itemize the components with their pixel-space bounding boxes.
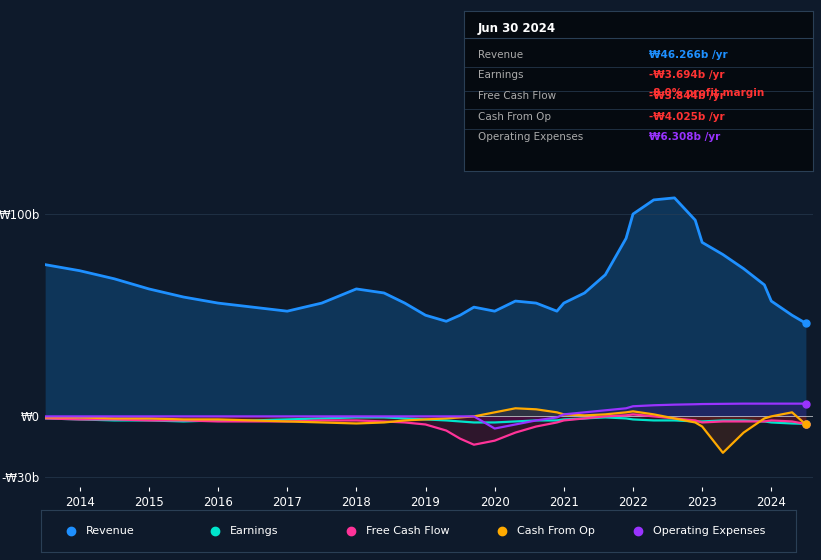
Text: -₩4.025b /yr: -₩4.025b /yr bbox=[649, 112, 724, 122]
Text: Cash From Op: Cash From Op bbox=[478, 112, 551, 122]
Text: Jun 30 2024: Jun 30 2024 bbox=[478, 22, 556, 35]
Text: -8.0% profit margin: -8.0% profit margin bbox=[649, 88, 764, 98]
Text: ₩6.308b /yr: ₩6.308b /yr bbox=[649, 133, 720, 142]
Text: -₩3.694b /yr: -₩3.694b /yr bbox=[649, 70, 724, 80]
Text: Cash From Op: Cash From Op bbox=[517, 526, 594, 535]
Text: Revenue: Revenue bbox=[478, 49, 523, 59]
Text: Operating Expenses: Operating Expenses bbox=[653, 526, 765, 535]
Text: Revenue: Revenue bbox=[86, 526, 135, 535]
Text: Free Cash Flow: Free Cash Flow bbox=[366, 526, 449, 535]
Text: ₩46.266b /yr: ₩46.266b /yr bbox=[649, 49, 727, 59]
Text: Free Cash Flow: Free Cash Flow bbox=[478, 91, 556, 101]
Text: Earnings: Earnings bbox=[478, 70, 523, 80]
Text: -₩3.844b /yr: -₩3.844b /yr bbox=[649, 91, 725, 101]
Text: Operating Expenses: Operating Expenses bbox=[478, 133, 583, 142]
Text: Earnings: Earnings bbox=[230, 526, 278, 535]
